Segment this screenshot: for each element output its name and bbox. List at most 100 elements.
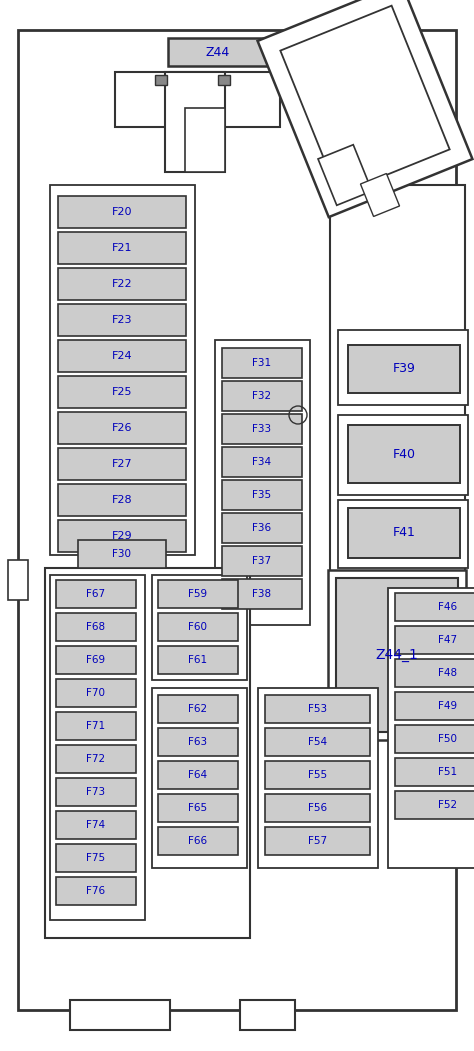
- Bar: [222, 382, 302, 411]
- Bar: [222, 513, 302, 543]
- Bar: [338, 500, 468, 568]
- Bar: [222, 447, 302, 477]
- Bar: [395, 692, 474, 720]
- Bar: [56, 745, 136, 772]
- Bar: [265, 827, 370, 856]
- Bar: [56, 679, 136, 707]
- Bar: [58, 268, 186, 300]
- Bar: [58, 412, 186, 444]
- Bar: [218, 75, 230, 85]
- Bar: [58, 195, 186, 228]
- Text: F76: F76: [86, 886, 106, 897]
- Bar: [58, 232, 186, 264]
- Text: F35: F35: [253, 490, 272, 500]
- Text: F54: F54: [308, 737, 327, 747]
- Text: F65: F65: [189, 803, 208, 813]
- Bar: [56, 877, 136, 905]
- Bar: [56, 580, 136, 607]
- Bar: [56, 712, 136, 740]
- Bar: [158, 580, 238, 607]
- Bar: [348, 425, 460, 483]
- Bar: [58, 485, 186, 516]
- Text: F23: F23: [112, 315, 132, 325]
- Bar: [158, 728, 238, 756]
- Text: F33: F33: [253, 424, 272, 434]
- Bar: [222, 414, 302, 444]
- Text: F57: F57: [308, 836, 327, 846]
- Text: F71: F71: [86, 721, 106, 731]
- Bar: [395, 758, 474, 786]
- Bar: [222, 547, 302, 576]
- Bar: [336, 578, 458, 731]
- Bar: [58, 341, 186, 372]
- Bar: [58, 448, 186, 480]
- Bar: [45, 568, 250, 937]
- Bar: [56, 844, 136, 872]
- Text: F26: F26: [112, 423, 132, 433]
- Text: F56: F56: [308, 803, 327, 813]
- Text: F74: F74: [86, 820, 106, 830]
- Bar: [265, 728, 370, 756]
- Bar: [410, 415, 450, 425]
- Bar: [222, 579, 302, 609]
- Text: F70: F70: [86, 688, 106, 698]
- Text: F29: F29: [112, 531, 132, 541]
- Bar: [158, 794, 238, 822]
- Bar: [265, 794, 370, 822]
- Bar: [50, 575, 145, 920]
- Text: F37: F37: [253, 556, 272, 566]
- Text: F30: F30: [112, 549, 131, 559]
- Text: F46: F46: [438, 602, 457, 612]
- Text: F66: F66: [189, 836, 208, 846]
- Bar: [328, 570, 466, 740]
- Text: F72: F72: [86, 754, 106, 764]
- Polygon shape: [360, 173, 400, 217]
- Text: F73: F73: [86, 787, 106, 797]
- Text: F41: F41: [392, 527, 415, 539]
- Text: F39: F39: [392, 363, 415, 375]
- Bar: [265, 761, 370, 789]
- Text: F32: F32: [253, 391, 272, 401]
- Text: F60: F60: [189, 622, 208, 632]
- Bar: [168, 38, 268, 66]
- Bar: [152, 575, 247, 680]
- Text: F27: F27: [112, 459, 132, 469]
- Bar: [158, 613, 238, 641]
- Text: F53: F53: [308, 704, 327, 714]
- Bar: [158, 761, 238, 789]
- Text: F36: F36: [253, 523, 272, 533]
- Bar: [70, 1000, 170, 1030]
- Text: Z44_1: Z44_1: [375, 648, 419, 662]
- Bar: [215, 341, 310, 625]
- Text: F51: F51: [438, 767, 457, 777]
- Bar: [258, 688, 378, 868]
- Text: F40: F40: [392, 448, 416, 460]
- Bar: [395, 791, 474, 819]
- Bar: [165, 73, 225, 172]
- Bar: [115, 73, 280, 127]
- Bar: [58, 520, 186, 552]
- Bar: [56, 613, 136, 641]
- Bar: [240, 1000, 295, 1030]
- Text: F47: F47: [438, 635, 457, 645]
- Text: F22: F22: [112, 279, 132, 289]
- Polygon shape: [280, 5, 450, 194]
- Bar: [388, 588, 474, 868]
- Bar: [50, 185, 195, 555]
- Text: F24: F24: [112, 351, 132, 360]
- Bar: [338, 330, 468, 405]
- Bar: [395, 626, 474, 654]
- Text: F34: F34: [253, 457, 272, 467]
- Text: F48: F48: [438, 668, 457, 678]
- Text: F52: F52: [438, 800, 457, 810]
- Polygon shape: [257, 0, 473, 218]
- Text: F59: F59: [189, 589, 208, 599]
- Bar: [58, 304, 186, 336]
- Bar: [222, 348, 302, 378]
- Bar: [155, 75, 167, 85]
- Bar: [58, 376, 186, 408]
- Bar: [338, 415, 468, 495]
- Bar: [152, 688, 247, 868]
- Text: F20: F20: [112, 207, 132, 217]
- Text: F75: F75: [86, 853, 106, 863]
